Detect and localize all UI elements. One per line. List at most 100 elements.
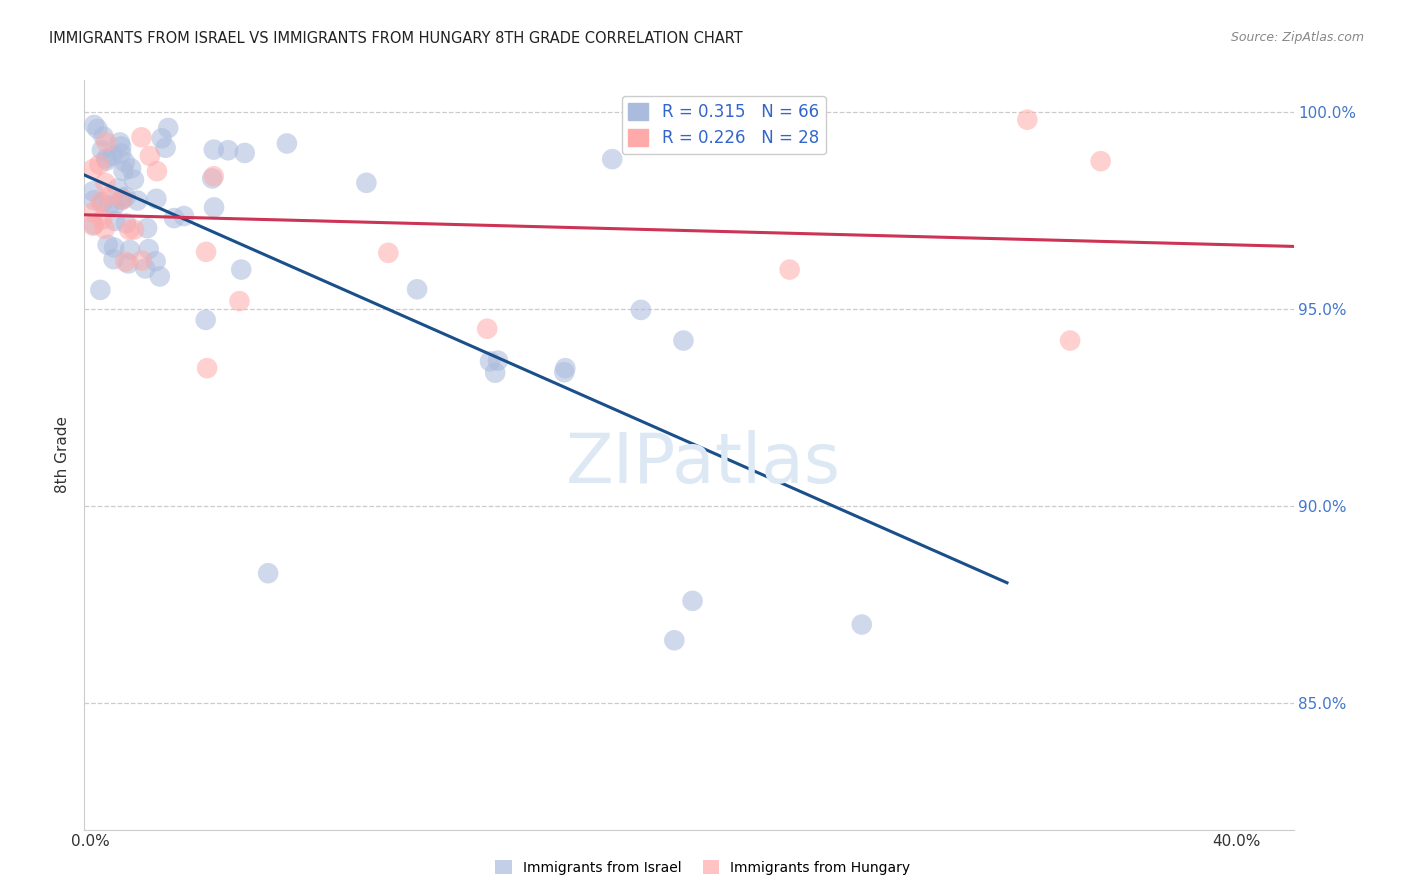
Point	[157, 120, 180, 135]
Point	[118, 223, 141, 237]
Point	[104, 214, 127, 228]
Point	[107, 181, 129, 195]
Point	[276, 136, 298, 151]
Point	[136, 221, 159, 235]
Point	[127, 194, 149, 208]
Point	[98, 198, 121, 212]
Point	[202, 143, 225, 157]
Point	[118, 243, 141, 257]
Point	[115, 216, 138, 230]
Point	[202, 169, 225, 184]
Point	[91, 195, 114, 210]
Point	[173, 209, 195, 223]
Point	[1017, 112, 1039, 127]
Point	[111, 191, 134, 205]
Point	[117, 256, 139, 270]
Point	[82, 205, 104, 219]
Point	[120, 161, 142, 176]
Point	[94, 221, 117, 235]
Point	[233, 145, 256, 160]
Point	[139, 149, 162, 163]
Point	[82, 219, 104, 233]
Point	[83, 193, 105, 207]
Y-axis label: 8th Grade: 8th Grade	[55, 417, 70, 493]
Point	[779, 262, 801, 277]
Point	[93, 129, 115, 144]
Point	[484, 366, 506, 380]
Point	[110, 146, 132, 161]
Point	[377, 245, 399, 260]
Point	[672, 334, 695, 348]
Point	[155, 141, 177, 155]
Point	[82, 184, 104, 198]
Point	[682, 594, 704, 608]
Point	[406, 282, 429, 296]
Point	[96, 153, 118, 168]
Point	[122, 222, 145, 236]
Point	[138, 242, 160, 256]
Point	[150, 131, 173, 145]
Point	[89, 195, 111, 210]
Point	[1090, 154, 1112, 169]
Point	[114, 190, 136, 204]
Point	[195, 244, 218, 259]
Point	[554, 361, 576, 376]
Point	[851, 617, 873, 632]
Point	[145, 192, 167, 206]
Text: IMMIGRANTS FROM ISRAEL VS IMMIGRANTS FROM HUNGARY 8TH GRADE CORRELATION CHART: IMMIGRANTS FROM ISRAEL VS IMMIGRANTS FRO…	[49, 31, 742, 46]
Point	[112, 164, 135, 178]
Point	[89, 157, 111, 171]
Point	[91, 212, 114, 227]
Point	[1059, 334, 1081, 348]
Point	[194, 313, 217, 327]
Point	[90, 143, 112, 157]
Point	[231, 262, 253, 277]
Point	[146, 164, 169, 178]
Point	[664, 633, 686, 648]
Point	[114, 254, 136, 268]
Point	[94, 135, 117, 149]
Point	[202, 201, 225, 215]
Point	[96, 152, 118, 166]
Point	[131, 130, 153, 145]
Point	[103, 200, 125, 214]
Point	[145, 254, 167, 268]
Point	[228, 294, 250, 309]
Point	[110, 139, 132, 153]
Point	[83, 218, 105, 232]
Point	[100, 188, 122, 202]
Point	[86, 121, 108, 136]
Text: ZIPatlas: ZIPatlas	[565, 430, 841, 498]
Text: Source: ZipAtlas.com: Source: ZipAtlas.com	[1230, 31, 1364, 45]
Point	[111, 192, 134, 206]
Point	[82, 161, 104, 176]
Point	[195, 361, 218, 376]
Point	[163, 211, 186, 225]
Point	[477, 322, 499, 336]
Point	[89, 283, 111, 297]
Legend: Immigrants from Israel, Immigrants from Hungary: Immigrants from Israel, Immigrants from …	[489, 855, 917, 880]
Point	[553, 365, 575, 379]
Point	[131, 253, 153, 268]
Point	[217, 143, 239, 157]
Point	[111, 193, 134, 207]
Point	[94, 176, 117, 190]
Point	[149, 269, 172, 284]
Point	[630, 302, 652, 317]
Point	[201, 171, 224, 186]
Point	[101, 148, 124, 162]
Point	[114, 155, 136, 169]
Point	[97, 237, 120, 252]
Point	[356, 176, 378, 190]
Point	[83, 118, 105, 132]
Point	[600, 152, 623, 166]
Point	[103, 240, 125, 254]
Point	[103, 252, 125, 267]
Point	[257, 566, 280, 581]
Point	[122, 172, 145, 186]
Legend: R = 0.315   N = 66, R = 0.226   N = 28: R = 0.315 N = 66, R = 0.226 N = 28	[621, 96, 825, 154]
Point	[479, 354, 502, 368]
Point	[134, 261, 156, 276]
Point	[108, 136, 131, 150]
Point	[486, 353, 509, 368]
